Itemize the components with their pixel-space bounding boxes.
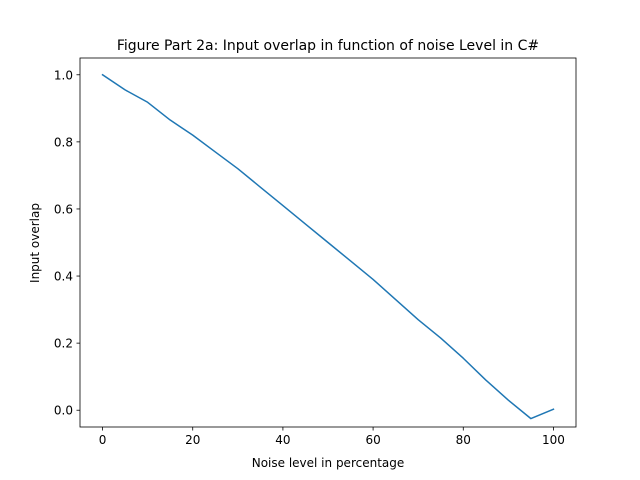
y-axis-label: Input overlap [28,203,42,283]
y-tick-label: 0.2 [54,337,73,351]
x-tick-label: 60 [365,433,380,447]
y-tick-label: 0.4 [54,270,73,284]
plot-area: 0 20 40 60 80 100 0.0 0.2 0.4 0.6 0.8 1.0 [54,57,577,447]
x-axis-label: Noise level in percentage [252,456,405,470]
y-tick-label: 0.8 [54,135,73,149]
y-tick-label: 0.0 [54,404,73,418]
series-line-0 [101,73,555,420]
x-tick-label: 40 [275,433,290,447]
x-tick-label: 80 [456,433,471,447]
y-tick-label: 0.6 [54,202,73,216]
axes-frame [79,57,577,428]
x-tick-label: 0 [99,433,107,447]
y-tick-label: 1.0 [54,68,73,82]
x-tick-label: 100 [542,433,565,447]
x-tick-label: 20 [185,433,200,447]
chart-title: Figure Part 2a: Input overlap in functio… [117,38,539,54]
